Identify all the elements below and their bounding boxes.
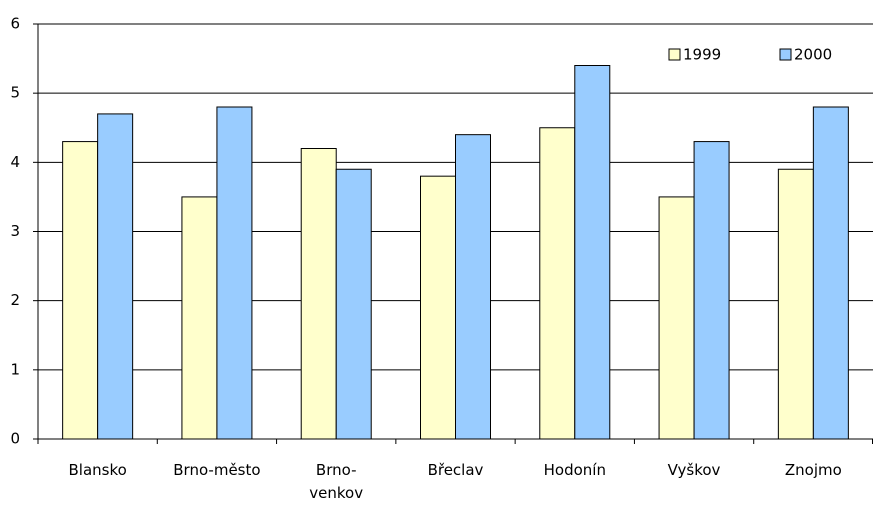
legend-label: 1999 bbox=[683, 46, 721, 64]
x-tick-label: Brno-město bbox=[173, 461, 261, 479]
y-tick-label: 6 bbox=[10, 15, 20, 33]
bar bbox=[455, 134, 491, 440]
legend-swatch bbox=[668, 48, 681, 61]
bar bbox=[777, 168, 814, 440]
x-tick-label: Břeclav bbox=[427, 461, 484, 479]
y-tick-label: 5 bbox=[10, 84, 20, 102]
y-tick-label: 1 bbox=[10, 360, 20, 378]
bar bbox=[420, 175, 456, 440]
bar bbox=[539, 127, 576, 440]
bar bbox=[812, 106, 849, 440]
bar bbox=[693, 141, 730, 440]
bar bbox=[300, 148, 337, 440]
bar bbox=[181, 196, 218, 440]
bar bbox=[97, 113, 134, 440]
bar bbox=[574, 65, 611, 440]
legend-label: 2000 bbox=[794, 46, 832, 64]
bar bbox=[216, 106, 253, 440]
x-tick-label: Brno- venkov bbox=[309, 461, 364, 502]
y-tick-label: 2 bbox=[10, 291, 20, 309]
x-tick-label: Blansko bbox=[68, 461, 127, 479]
x-tick-label: Znojmo bbox=[784, 461, 842, 479]
y-tick-label: 0 bbox=[10, 430, 20, 448]
legend-swatch bbox=[779, 48, 792, 61]
x-tick-label: Vyškov bbox=[667, 461, 721, 479]
bar bbox=[62, 141, 99, 440]
y-tick-label: 3 bbox=[10, 222, 20, 240]
bar bbox=[335, 168, 372, 440]
x-tick-label: Hodonín bbox=[543, 461, 606, 479]
y-tick-label: 4 bbox=[10, 153, 20, 171]
bar bbox=[658, 196, 695, 440]
